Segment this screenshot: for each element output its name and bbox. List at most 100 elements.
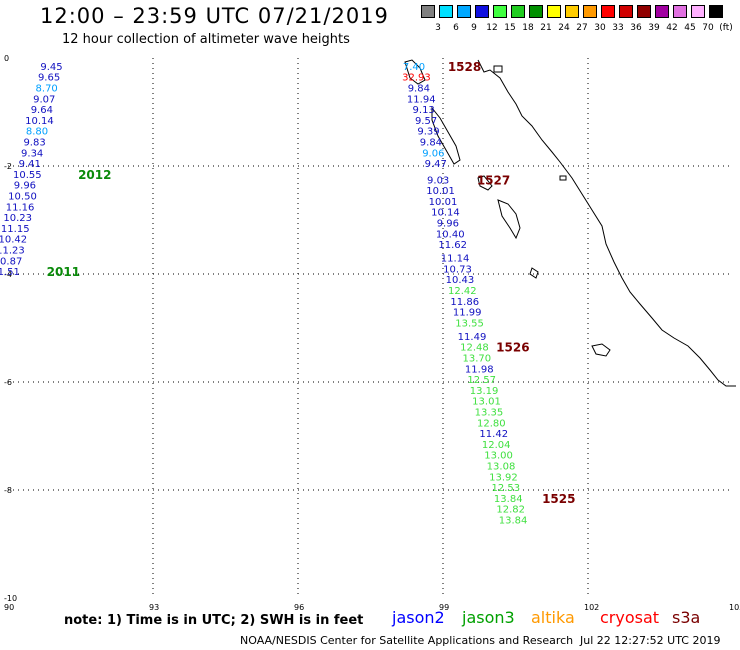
wave-height-value: 11.14 [441,254,470,265]
sumatra-coast [477,59,736,387]
wave-height-value: 13.55 [455,318,484,329]
wave-height-value: 12.48 [460,343,489,354]
longitude-tick-label: 90 [4,603,14,612]
longitude-tick-label: 99 [439,603,449,612]
wave-height-value: 12.04 [482,440,511,451]
wave-height-value: 10.87 [0,256,22,267]
legend-jason2: jason2 [392,608,445,627]
wave-height-value: 9.65 [38,73,60,84]
wave-height-value: 13.19 [470,386,499,397]
wave-height-value: 10.55 [13,170,42,181]
footer-credit: NOAA/NESDIS Center for Satellite Applica… [240,634,574,647]
latitude-axis: 0 -2 -4 -6 -8 -10 [4,54,17,603]
color-swatch [691,5,705,18]
wave-height-value: 13.70 [463,353,492,364]
latitude-tick-label: -8 [4,486,12,495]
wave-height-value: 10.73 [443,264,472,275]
island-small-2 [493,65,503,73]
island-small-1 [559,175,567,181]
color-scale-label: 27 [576,23,588,33]
color-scale-label: 3 [435,23,441,33]
map-subtitle: 12 hour collection of altimeter wave hei… [62,32,350,47]
wave-height-value: 13.84 [499,515,528,526]
wave-height-value: 10.42 [0,235,27,246]
island-batu [477,175,493,191]
wave-height-value: 9.03 [427,175,449,186]
wave-height-value: 13.00 [484,451,513,462]
color-swatch [457,5,471,18]
map-gridlines [8,58,733,598]
wave-height-value: 32.93 [402,73,431,84]
wave-height-value: 9.57 [415,116,437,127]
color-scale-label: 45 [684,23,696,33]
color-swatch [637,5,651,18]
color-swatch [529,5,543,18]
wave-height-value: 12.82 [496,505,525,516]
pass-time-label: 2011 [47,265,80,279]
pass-time-label: 1528 [448,60,481,74]
color-scale-label: (ft) [719,23,733,33]
wave-height-value: 11.16 [6,202,35,213]
coastline-sumatra [404,59,736,387]
legend-cryosat: cryosat [600,608,660,627]
wave-height-value: 10.14 [431,208,460,219]
pass-time-label: 1526 [496,341,529,355]
wave-height-value: 9.07 [33,94,55,105]
map-title: 12:00 – 23:59 UTC 07/21/2019 [40,4,389,28]
color-scale-label: 70 [702,23,714,33]
altimeter-track-2012: 9.459.658.709.079.6410.148.809.839.349.4… [0,62,63,278]
wave-height-value: 11.99 [453,308,482,319]
color-scale-label: 39 [648,23,660,33]
color-scale-label: 24 [558,23,570,33]
longitude-tick-label: 93 [149,603,159,612]
wave-height-value: 9.84 [420,137,442,148]
wave-height-value: 13.92 [489,472,518,483]
color-swatch [439,5,453,18]
footer-timestamp: Jul 22 12:27:52 UTC 2019 [580,634,721,647]
wave-height-value: 10.01 [429,197,458,208]
wave-height-value: 9.06 [422,148,444,159]
wave-height-value: 10.40 [436,229,465,240]
wave-height-value: 9.45 [40,62,62,73]
wave-height-value: 11.51 [0,267,20,278]
color-scale-label: 36 [630,23,642,33]
color-swatch [583,5,597,18]
island-siberut [497,199,521,240]
wave-height-value: 7.40 [403,62,425,73]
wave-height-value: 10.50 [8,191,37,202]
wave-height-value: 11.15 [1,224,30,235]
latitude-tick-label: 0 [4,54,9,63]
color-scale-label: 9 [471,23,477,33]
wave-height-value: 9.41 [19,159,41,170]
wave-height-value: 9.83 [23,137,45,148]
color-swatch [421,5,435,18]
pass-time-label: 1525 [542,492,575,506]
color-scale-label: 15 [504,23,516,33]
longitude-tick-label: 105 [729,603,740,612]
color-swatch [475,5,489,18]
wave-height-value: 11.62 [438,240,467,251]
wave-height-value: 9.84 [408,83,430,94]
legend-jason3: jason3 [462,608,515,627]
color-scale-label: 42 [666,23,678,33]
wave-height-value: 9.13 [413,105,435,116]
island-sipora [529,267,539,279]
color-swatch [673,5,687,18]
latitude-tick-label: -2 [4,162,12,171]
color-scale-label: 21 [540,23,552,33]
wave-height-value: 12.80 [477,418,506,429]
color-swatch [601,5,615,18]
wave-height-value: 11.94 [407,94,436,105]
longitude-tick-label: 96 [294,603,304,612]
color-swatch [511,5,525,18]
color-swatch [709,5,723,18]
wave-height-value: 9.39 [417,127,439,138]
pass-time-label: 2012 [78,168,111,182]
wave-height-value: 10.23 [3,213,32,224]
wave-height-value: 12.42 [448,286,477,297]
color-swatch [619,5,633,18]
color-scale-label: 18 [522,23,534,33]
wave-height-value: 8.70 [36,83,58,94]
color-swatch [565,5,579,18]
wave-height-value: 10.01 [426,186,455,197]
